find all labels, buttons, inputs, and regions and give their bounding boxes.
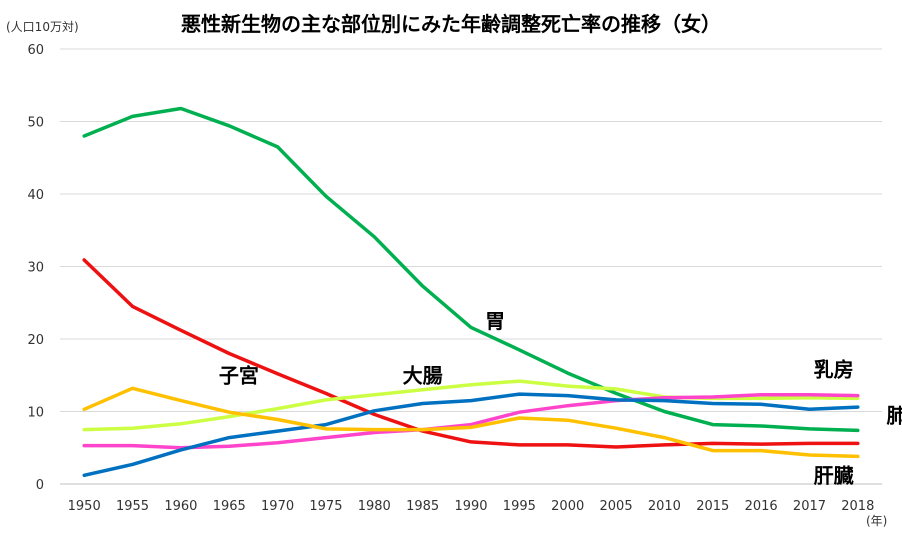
series-label: 肝臓 — [814, 464, 854, 488]
x-tick-label: 1965 — [213, 499, 246, 514]
y-tick-label: 50 — [27, 116, 44, 131]
x-tick-label: 2017 — [793, 499, 826, 514]
y-tick-label: 10 — [27, 406, 44, 421]
x-tick-label: 1985 — [406, 499, 439, 514]
series-label: 子宮 — [219, 364, 259, 388]
x-tick-label: 2005 — [600, 499, 633, 514]
x-tick-label: 2000 — [551, 499, 584, 514]
y-tick-label: 40 — [27, 188, 44, 203]
series-line — [82, 258, 860, 449]
x-axis-unit-label: (年) — [866, 514, 888, 528]
x-tick-label: 1995 — [503, 499, 536, 514]
series-label: 乳房 — [814, 358, 854, 382]
x-tick-label: 2010 — [648, 499, 681, 514]
y-tick-label: 30 — [27, 261, 44, 276]
series-line — [82, 392, 860, 478]
x-tick-label: 2015 — [696, 499, 729, 514]
series-line — [82, 386, 860, 459]
x-tick-label: 1990 — [454, 499, 487, 514]
x-tick-label: 1960 — [164, 499, 197, 514]
y-tick-label: 60 — [27, 43, 44, 58]
series-label: 肺 — [887, 403, 902, 427]
x-tick-label: 2018 — [841, 499, 874, 514]
series-line — [82, 106, 860, 433]
series-line — [82, 393, 860, 450]
x-tick-label: 1950 — [68, 499, 101, 514]
x-tick-label: 1975 — [309, 499, 342, 514]
y-tick-label: 0 — [36, 478, 44, 493]
series-label: 胃 — [485, 309, 505, 333]
chart-title: 悪性新生物の主な部位別にみた年齢調整死亡率の推移（女） — [181, 12, 721, 36]
x-tick-label: 1955 — [116, 499, 149, 514]
x-tick-label: 1970 — [261, 499, 294, 514]
y-tick-label: 20 — [27, 333, 44, 348]
series-line — [82, 379, 860, 432]
y-axis-unit-label: (人口10万対) — [6, 20, 79, 34]
series-label: 大腸 — [403, 364, 443, 388]
x-tick-label: 2016 — [745, 499, 778, 514]
x-tick-label: 1980 — [358, 499, 391, 514]
